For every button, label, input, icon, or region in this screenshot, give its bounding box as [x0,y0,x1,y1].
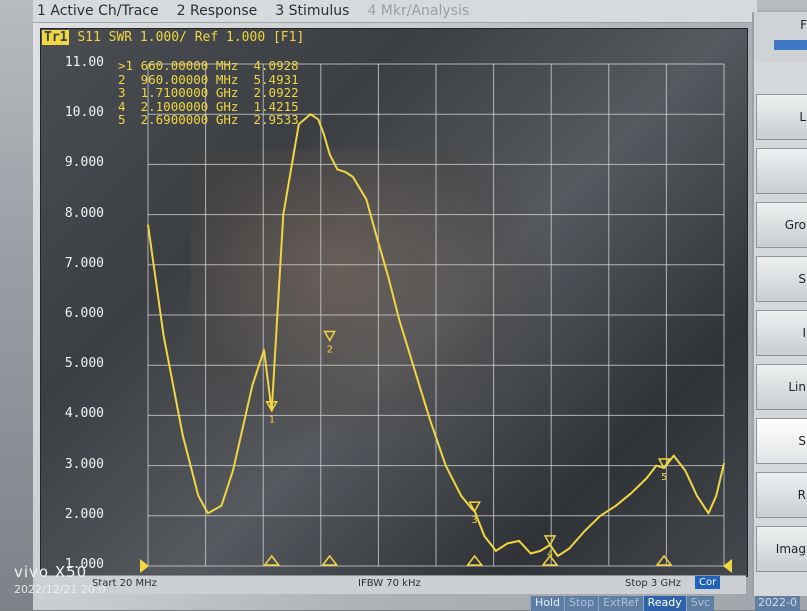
softkey-9[interactable]: Imag [756,526,807,572]
softkey-2[interactable] [756,148,807,194]
marker-number-label: 5 [661,472,667,483]
softkey-panel: L Gro S I Lin S R Imag [752,12,807,596]
marker-baseline-indicator[interactable] [263,554,281,566]
menu-item-response[interactable]: 2 Response [176,3,258,19]
marker-baseline-indicator[interactable] [655,554,673,566]
softkey-menu-highlight [774,40,807,50]
marker-freq: 2.6900000 GHz [140,112,239,127]
marker-freq: 660.00000 MHz [140,58,239,73]
y-tick-label: 9.000 [64,155,104,171]
y-tick-label: 7.000 [64,255,104,271]
screen-reflection [191,149,551,449]
menu-item-mkr-analysis[interactable]: 4 Mkr/Analysis [367,3,470,19]
y-tick-label: 1.000 [64,557,104,572]
marker-row: 4 2.1000000 GHz 1.4215 [118,98,299,114]
marker-value: 2.0922 [253,85,299,100]
marker-table: >1 660.00000 MHz 4.0928 2 960.00000 MHz … [118,59,299,127]
marker-triangle[interactable] [323,330,336,342]
status-timestamp: 2022-0 [755,596,800,611]
marker-value: 5.4931 [253,71,299,87]
stop-frequency[interactable]: Stop 3 GHz [625,578,681,589]
y-tick-label: 11.00 [64,55,104,70]
y-tick-label: 4.000 [64,406,104,422]
marker-baseline-indicator[interactable] [321,554,339,566]
swr-chart: 1 2 3 4 5 [140,63,732,573]
softkey-6[interactable]: Lin [756,364,807,410]
marker-id: 2 [118,71,126,87]
camera-brand: vivo X50 [14,563,88,581]
camera-watermark: vivo X50 2022/12/21 20:0 [14,562,106,596]
marker-triangle[interactable] [657,458,671,470]
y-tick-label: 2.000 [64,506,104,522]
menu-item-active-ch-trace[interactable]: 1 Active Ch/Trace [37,3,159,19]
softkey-8[interactable]: R [756,472,807,518]
softkey-menu-title: F [800,18,807,32]
reference-arrow-right [723,559,732,573]
trace-badge[interactable]: Tr1 [42,30,70,45]
marker-row: 2 960.00000 MHz 5.4931 [118,71,299,87]
status-svc: Svc [685,596,715,611]
marker-triangle[interactable] [265,400,278,413]
marker-triangle[interactable] [543,535,557,547]
softkey-menu-header: F [752,12,807,62]
marker-value: 2.9533 [253,112,299,127]
y-tick-label: 3.000 [64,456,104,472]
sweep-info-bar: Start 20 MHz IFBW 70 kHz Stop 3 GHz Cor [40,575,746,594]
status-extref: ExtRef [598,596,643,611]
marker-triangle[interactable] [468,501,481,513]
softkey-5[interactable]: I [756,310,807,356]
marker-number-label: 2 [327,344,333,355]
marker-number-label: 1 [269,415,275,426]
status-stop: Stop [564,596,599,611]
status-hold: Hold [530,596,565,611]
camera-date: 2022/12/21 20:0 [14,583,106,596]
trace-format-label: S11 SWR 1.000/ Ref 1.000 [F1] [77,30,305,45]
marker-row: 3 1.7100000 GHz 2.0922 [118,86,299,100]
marker-id: 5 [118,112,126,127]
marker-baseline-indicator[interactable] [541,554,559,566]
marker-id: 3 [118,85,126,100]
softkey-3[interactable]: Gro [756,202,807,248]
status-ready: Ready [642,596,686,611]
marker-freq: 960.00000 MHz [140,71,239,87]
status-bar: Hold Stop ExtRef Ready Svc [530,596,715,611]
softkey-1[interactable]: L [756,94,807,140]
y-tick-label: 10.00 [64,105,104,121]
marker-baseline-indicator[interactable] [466,554,484,566]
reference-arrow-left [140,559,149,573]
marker-freq: 2.1000000 GHz [140,98,239,114]
softkey-7[interactable]: S [756,418,807,464]
marker-id: 4 [118,98,126,114]
softkey-4[interactable]: S [756,256,807,302]
start-frequency[interactable]: Start 20 MHz [92,578,157,589]
y-tick-label: 8.000 [64,205,104,221]
menu-bar: 1 Active Ch/Trace 2 Response 3 Stimulus … [33,0,757,23]
ifbw-label[interactable]: IFBW 70 kHz [358,578,421,589]
marker-id: >1 [118,58,134,73]
correction-badge: Cor [695,576,721,589]
marker-row: 5 2.6900000 GHz 2.9533 [118,113,299,127]
menu-item-stimulus[interactable]: 3 Stimulus [275,3,350,19]
marker-value: 1.4215 [253,98,299,114]
trace-header[interactable]: Tr1 S11 SWR 1.000/ Ref 1.000 [F1] [42,30,304,45]
swr-trace-line [147,113,725,557]
marker-value: 4.0928 [253,58,299,73]
y-tick-label: 5.000 [64,356,104,372]
marker-number-label: 3 [472,515,478,526]
marker-number-label: 4 [547,549,553,560]
marker-freq: 1.7100000 GHz [140,85,239,100]
marker-row: >1 660.00000 MHz 4.0928 [118,59,299,73]
y-tick-label: 6.000 [64,306,104,321]
